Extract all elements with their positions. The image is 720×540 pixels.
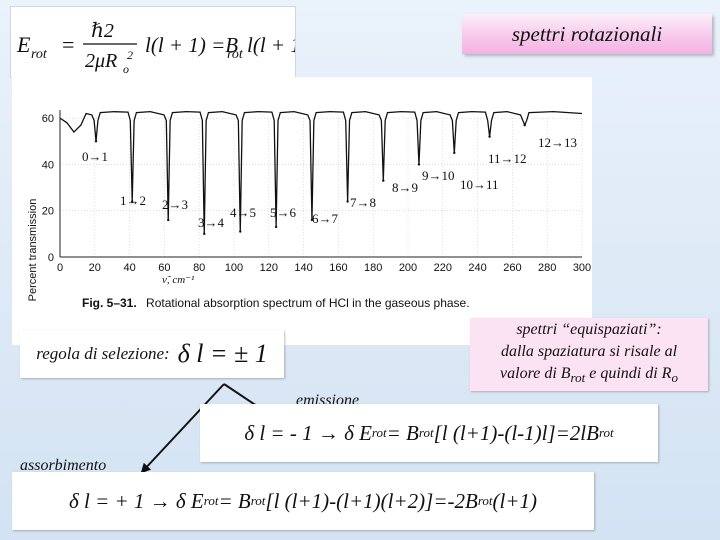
absorption-line-point (453, 151, 456, 155)
x-tick-label: 300 (573, 262, 591, 274)
absorption-sub-2: rot (250, 493, 266, 508)
y-tick-label: 60 (42, 113, 54, 125)
spectrum-figure: 60 40 20 0 0 20 40 60 80 100 120 140 160 180 200 220 240… (12, 77, 592, 345)
x-tick-label: 0 (57, 262, 63, 274)
absorption-line-point (239, 230, 242, 233)
caption-fig-number: Fig. 5–31. (82, 296, 137, 310)
note-line-2: dalla spaziatura si risale al (500, 343, 678, 360)
x-tick-label: 220 (434, 262, 452, 274)
note-line-1: spettri “equispaziati”: (516, 321, 662, 338)
emission-part-1: δ l = - 1 → δ E (244, 420, 372, 445)
absorption-line-point (523, 123, 526, 127)
figure-caption: Fig. 5–31. Rotational absorption spectru… (82, 296, 470, 310)
x-tick-label: 100 (225, 262, 243, 274)
absorption-line-point (488, 135, 491, 138)
x-tick-label: 280 (538, 262, 556, 274)
x-tick-label: 80 (193, 262, 205, 274)
note-line-3-pre: valore di B (500, 365, 571, 382)
x-tick-label: 60 (158, 262, 170, 274)
caption-text: Rotational absorption spectrum of HCl in… (146, 296, 470, 310)
note-line-3: valore di Brot e quindi di Ro (470, 363, 708, 389)
transition-label: 4→5 (230, 205, 256, 220)
absorption-line-point (417, 163, 421, 166)
selection-rule-box: regola di selezione: δ l = ± 1 (20, 330, 284, 378)
formula-rhs: l(l + 1) (247, 33, 295, 57)
formula-lhs: E (16, 32, 31, 57)
energy-formula-box: E rot = ℏ2 2μR o 2 l(l + 1) =B rot l(l +… (10, 6, 296, 78)
x-tick-label: 20 (89, 262, 101, 274)
x-tick-label: 140 (294, 262, 312, 274)
selection-rule-label: regola di selezione: (36, 344, 170, 363)
slide-title: spettri rotazionali (462, 14, 712, 54)
spectrum-trace (59, 111, 583, 234)
absorption-line-point (382, 179, 385, 182)
transition-label: 6→7 (312, 211, 339, 226)
note-line-3-mid: e quindi di R (585, 365, 672, 382)
absorption-line-point (346, 200, 349, 203)
y-axis-label: Percent transmission (27, 199, 39, 302)
formula-lhs-sub: rot (31, 47, 48, 62)
x-tick-label: 160 (329, 262, 347, 274)
absorption-sub-1: rot (203, 493, 219, 508)
y-tick-label: 20 (42, 206, 54, 218)
transition-label: 8→9 (392, 180, 418, 195)
emission-sub-1: rot (371, 425, 387, 440)
absorption-label: assorbimento (20, 457, 107, 474)
x-axis-label: ν̃, cm⁻¹ (162, 274, 194, 286)
transition-label: 0→1 (82, 149, 108, 164)
emission-part-2: = B (386, 420, 419, 445)
selection-rule-equation: δ l = ± 1 (177, 339, 268, 368)
formula-equals: = (62, 32, 74, 57)
emission-sub-3: rot (598, 425, 614, 440)
x-tick-label: 40 (123, 262, 135, 274)
y-tick-label: 40 (42, 159, 54, 171)
y-tick-label: 0 (48, 252, 54, 264)
note-line-3-sub: rot (570, 370, 586, 386)
x-tick-label: 240 (468, 262, 486, 274)
formula-middle-sub: rot (227, 47, 244, 62)
formula-middle: l(l + 1) =B (145, 33, 238, 57)
transition-label: 11→12 (488, 151, 527, 166)
emission-sub-2: rot (418, 425, 434, 440)
transition-label: 10→11 (460, 177, 499, 192)
formula-denominator-sub: o (123, 62, 129, 76)
x-tick-label: 260 (503, 262, 521, 274)
x-tick-label: 180 (364, 262, 382, 274)
formula-numerator: ℏ2 (91, 20, 114, 42)
transition-label: 3→4 (198, 215, 225, 230)
transition-label: 1→2 (120, 193, 146, 208)
emission-part-3: [l (l+1)-(l-1)l]=2lB (433, 420, 599, 445)
absorption-part-2: = B (218, 488, 251, 513)
x-tick-label: 120 (260, 262, 278, 274)
energy-formula: E rot = ℏ2 2μR o 2 l(l + 1) =B rot l(l +… (16, 20, 295, 76)
absorption-line-point (310, 218, 314, 222)
absorption-line-point (274, 225, 278, 229)
absorption-line-point (167, 218, 170, 222)
transition-label: 7→8 (350, 195, 376, 210)
absorption-line-point (131, 200, 134, 203)
note-line-3-sub2: o (671, 370, 678, 386)
absorption-line-point (203, 232, 206, 236)
absorption-sub-3: rot (477, 493, 493, 508)
x-tick-label: 200 (399, 262, 417, 274)
absorption-line-point (94, 140, 98, 143)
transition-label: 12→13 (538, 135, 577, 150)
formula-denominator-sup: 2 (127, 48, 133, 62)
absorption-part-4: (l+1) (492, 488, 538, 513)
absorption-part-3: [l (l+1)-(l+1)(l+2)]=-2B (265, 488, 478, 513)
transition-label: 5→6 (270, 205, 297, 220)
formula-denominator: 2μR (85, 50, 117, 72)
transition-label: 2→3 (162, 197, 188, 212)
equispaced-note: spettri “equispaziati”: dalla spaziatura… (470, 318, 708, 391)
absorption-part-1: δ l = + 1 → δ E (68, 488, 204, 513)
transition-label: 9→10 (422, 168, 455, 183)
